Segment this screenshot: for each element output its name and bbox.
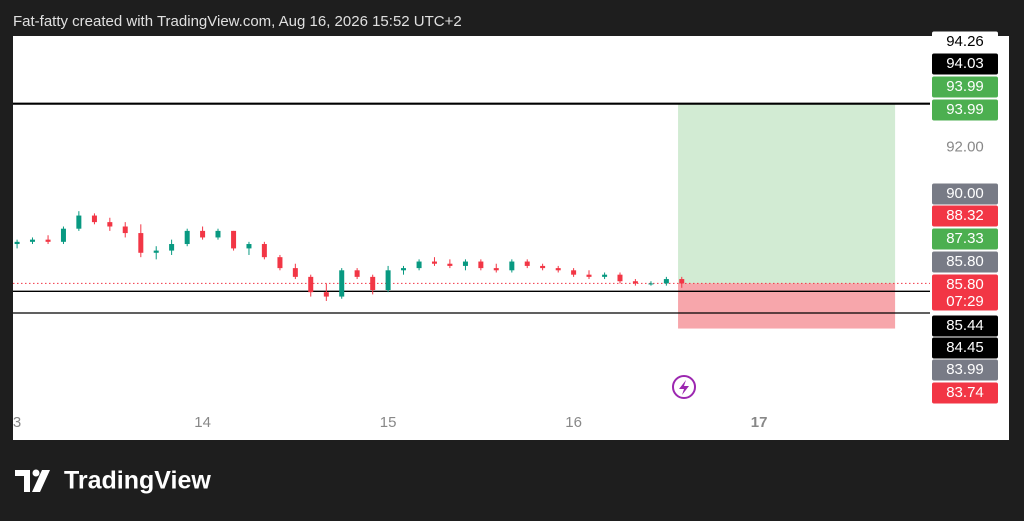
candle-body	[215, 230, 221, 238]
candle-body	[617, 274, 623, 282]
candle-body	[493, 268, 499, 271]
candle-body	[169, 244, 175, 251]
price-tag-label: 93.99	[946, 101, 984, 118]
candle-body	[632, 281, 638, 284]
candle-body	[431, 261, 437, 264]
price-tag-label: 84.45	[946, 339, 984, 356]
profit-zone	[678, 104, 896, 284]
alert-icon[interactable]	[672, 375, 696, 399]
price-tag-label: 94.26	[946, 33, 984, 50]
alert-bolt	[679, 380, 689, 395]
candle-body	[200, 230, 206, 238]
y-tick-label: 92.00	[946, 139, 984, 156]
candle-body	[277, 257, 283, 269]
candle-body	[29, 239, 35, 242]
candle-body	[370, 276, 376, 291]
price-tag	[932, 76, 998, 98]
price-tag-label: 85.80	[946, 253, 984, 270]
logo-part	[32, 470, 50, 492]
candle-body	[400, 268, 406, 271]
price-tag-countdown: 07:29	[946, 293, 984, 310]
candle-body	[679, 279, 685, 284]
price-tag-label: 87.33	[946, 230, 984, 247]
alert-circle	[672, 375, 696, 399]
brand-logo: TradingView	[15, 467, 211, 495]
price-tag	[932, 359, 998, 381]
candle-body	[555, 268, 561, 271]
price-tag	[932, 228, 998, 250]
plot: 3 14 15 16 17 92.00 94.26 94.03 93.99 93.99 90.00 8…	[13, 31, 998, 431]
price-tag	[932, 183, 998, 205]
price-tag-label: 85.80	[946, 276, 984, 293]
candle-body	[571, 270, 577, 275]
candle-body	[308, 276, 314, 293]
candle-body	[524, 261, 530, 266]
price-tag-label: 83.99	[946, 361, 984, 378]
price-tag	[932, 337, 998, 359]
candle-body	[339, 270, 345, 297]
candle-body	[447, 263, 453, 266]
candle-body	[76, 215, 82, 229]
logo-part	[32, 469, 40, 477]
candle-body	[153, 250, 159, 253]
price-tag	[932, 315, 998, 337]
candle-body	[462, 261, 468, 266]
price-tag-label: 83.74	[946, 384, 984, 401]
candle-body	[586, 274, 592, 277]
x-tick-label: 16	[565, 414, 582, 431]
price-tag	[932, 99, 998, 121]
brand-name: TradingView	[64, 467, 211, 495]
candle-body	[385, 270, 391, 291]
candle-body	[246, 244, 252, 249]
candle-body	[231, 230, 237, 249]
candle-body	[45, 239, 51, 242]
header: Fat-fatty created with TradingView.com, …	[13, 13, 462, 30]
candle-body	[60, 228, 66, 242]
candle-body	[509, 261, 515, 271]
candle-body	[91, 215, 97, 223]
price-tag	[932, 274, 998, 311]
candle-body	[14, 241, 20, 245]
x-tick-label: 3	[13, 414, 21, 431]
candle-body	[478, 261, 484, 269]
price-tag-label: 93.99	[946, 78, 984, 95]
candle-body	[663, 279, 669, 284]
price-tag-label: 90.00	[946, 185, 984, 202]
x-tick-label: 14	[194, 414, 211, 431]
price-tag	[932, 382, 998, 404]
price-tag-label: 88.32	[946, 207, 984, 224]
candle-body	[122, 226, 128, 234]
candle-body	[602, 274, 608, 277]
loss-zone	[678, 283, 896, 329]
candle-body	[323, 292, 329, 297]
price-tag	[932, 251, 998, 273]
price-tag-label: 85.44	[946, 317, 984, 334]
price-tag	[932, 205, 998, 227]
candle-body	[540, 265, 546, 269]
candle-body	[416, 261, 422, 269]
candle-body	[138, 233, 144, 253]
price-tag	[932, 31, 998, 53]
candle-body	[261, 244, 267, 258]
candle-body	[292, 268, 298, 277]
price-tag-label: 94.03	[946, 55, 984, 72]
candle-body	[107, 222, 113, 227]
x-tick-label: 17	[751, 414, 768, 431]
candle-body	[354, 270, 360, 277]
candle-body	[648, 283, 654, 285]
price-tag	[932, 53, 998, 75]
x-tick-label: 15	[380, 414, 397, 431]
logo-part	[15, 470, 30, 492]
candle-body	[184, 230, 190, 245]
